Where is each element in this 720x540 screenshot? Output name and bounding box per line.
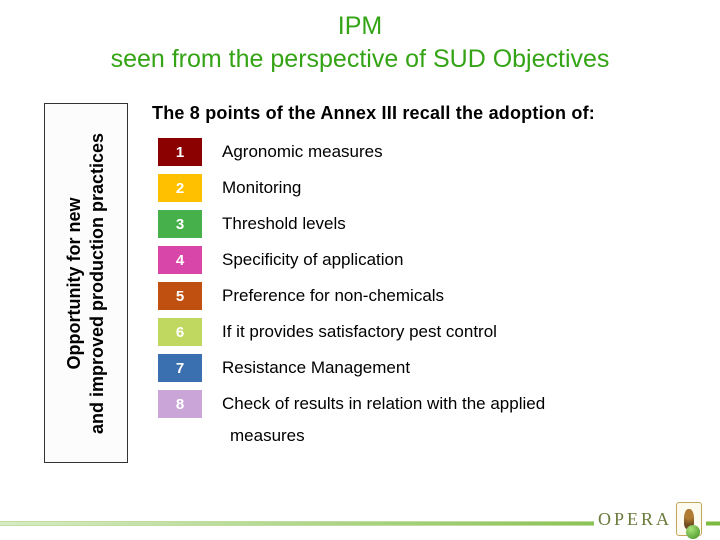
list-item: 5 Preference for non-chemicals <box>152 282 700 310</box>
main-column: The 8 points of the Annex III recall the… <box>152 103 700 463</box>
list-item: 4 Specificity of application <box>152 246 700 274</box>
item-text: Agronomic measures <box>222 142 383 162</box>
number-box: 2 <box>158 174 202 202</box>
sidebar-line-2: and improved production practices <box>87 132 107 433</box>
sidebar-box: Opportunity for new and improved product… <box>44 103 128 463</box>
item-text: If it provides satisfactory pest control <box>222 322 497 342</box>
logo-text: OPERA <box>598 509 672 530</box>
points-list: 1 Agronomic measures 2 Monitoring 3 Threshold… <box>152 138 700 418</box>
intro-text: The 8 points of the Annex III recall the… <box>152 103 700 124</box>
number-box: 1 <box>158 138 202 166</box>
number-box: 4 <box>158 246 202 274</box>
green-dot-icon <box>686 525 700 539</box>
item-text: Check of results in relation with the ap… <box>222 394 545 414</box>
content-row: Opportunity for new and improved product… <box>0 103 720 463</box>
title-block: IPM seen from the perspective of SUD Obj… <box>0 0 720 75</box>
sidebar-line-1: Opportunity for new <box>65 197 85 369</box>
list-item: 6 If it provides satisfactory pest contro… <box>152 318 700 346</box>
item-text: Resistance Management <box>222 358 410 378</box>
number-box: 7 <box>158 354 202 382</box>
number-box: 8 <box>158 390 202 418</box>
item-text: Preference for non-chemicals <box>222 286 444 306</box>
item-text: Threshold levels <box>222 214 346 234</box>
sidebar-text: Opportunity for new and improved product… <box>64 132 109 433</box>
number-box: 6 <box>158 318 202 346</box>
title-line-2: seen from the perspective of SUD Objecti… <box>0 43 720 76</box>
list-item: 3 Threshold levels <box>152 210 700 238</box>
title-line-1: IPM <box>0 10 720 43</box>
item-text: Specificity of application <box>222 250 403 270</box>
number-box: 5 <box>158 282 202 310</box>
item-text: Monitoring <box>222 178 301 198</box>
list-item: 2 Monitoring <box>152 174 700 202</box>
number-box: 3 <box>158 210 202 238</box>
list-item: 1 Agronomic measures <box>152 138 700 166</box>
footer: OPERA <box>0 496 720 540</box>
list-item: 8 Check of results in relation with the a… <box>152 390 700 418</box>
trailing-text: measures <box>230 426 700 446</box>
list-item: 7 Resistance Management <box>152 354 700 382</box>
